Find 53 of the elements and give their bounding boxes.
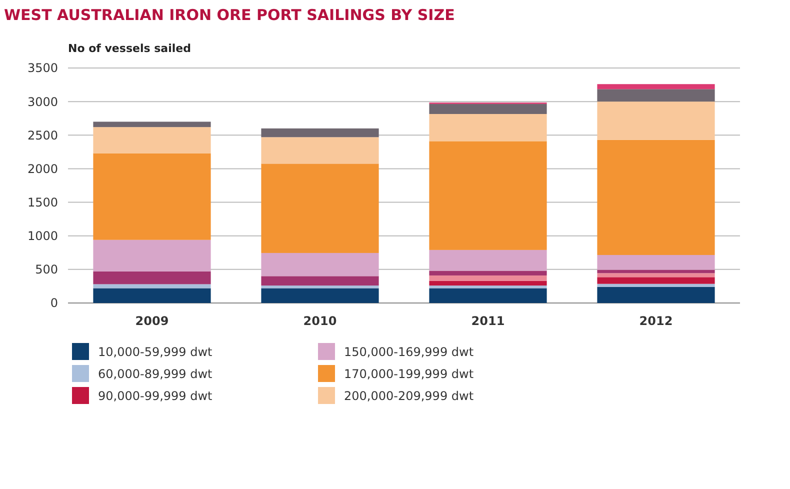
bar: [93, 284, 211, 288]
x-tick-label: 2011: [471, 314, 505, 328]
bar: [429, 114, 547, 142]
legend-label: 200,000-209,999 dwt: [344, 389, 474, 404]
y-tick-label: 500: [35, 262, 58, 277]
y-tick-label: 3000: [27, 94, 58, 109]
bar: [597, 270, 715, 274]
legend-label: 60,000-89,999 dwt: [98, 367, 213, 382]
bar: [429, 104, 547, 114]
legend-label: 90,000-99,999 dwt: [98, 389, 213, 404]
y-tick-label: 2000: [27, 162, 58, 176]
bar: [93, 153, 211, 240]
bar: [429, 250, 547, 271]
y-axis-title: No of vessels sailed: [68, 42, 191, 55]
legend-label: 10,000-59,999 dwt: [98, 345, 213, 360]
legend-label: 150,000-169,999 dwt: [344, 345, 474, 360]
y-tick-label: 0: [50, 296, 58, 310]
bar: [597, 286, 715, 303]
y-tick-label: 3500: [27, 61, 58, 76]
bar: [261, 252, 379, 276]
bar: [261, 137, 379, 164]
bar: [597, 277, 715, 284]
bar: [93, 122, 211, 128]
bar: [429, 141, 547, 250]
bar: [429, 270, 547, 276]
y-tick-label: 1500: [27, 195, 58, 210]
bar: [93, 127, 211, 154]
bar: [93, 271, 211, 284]
y-tick-label: 1000: [27, 229, 58, 244]
bar: [429, 275, 547, 281]
x-tick-label: 2012: [639, 314, 673, 328]
bar: [597, 284, 715, 287]
y-tick-label: 2500: [27, 128, 58, 142]
bar: [597, 140, 715, 255]
bar: [597, 254, 715, 270]
bar: [93, 240, 211, 272]
bar: [261, 276, 379, 286]
bar: [597, 102, 715, 140]
bar: [261, 164, 379, 253]
bar: [597, 273, 715, 278]
bar: [429, 280, 547, 286]
bar: [261, 288, 379, 303]
bar: [597, 89, 715, 102]
chart-title: WEST AUSTRALIAN IRON ORE PORT SAILINGS BY SIZE: [4, 6, 455, 24]
legend-label: 170,000-199,999 dwt: [344, 367, 474, 382]
bar: [429, 286, 547, 288]
bar: [429, 288, 547, 303]
bar: [261, 128, 379, 138]
x-tick-label: 2010: [303, 314, 337, 328]
bar: [93, 288, 211, 303]
bar: [597, 84, 715, 90]
x-tick-label: 2009: [135, 314, 169, 328]
bar: [261, 286, 379, 288]
